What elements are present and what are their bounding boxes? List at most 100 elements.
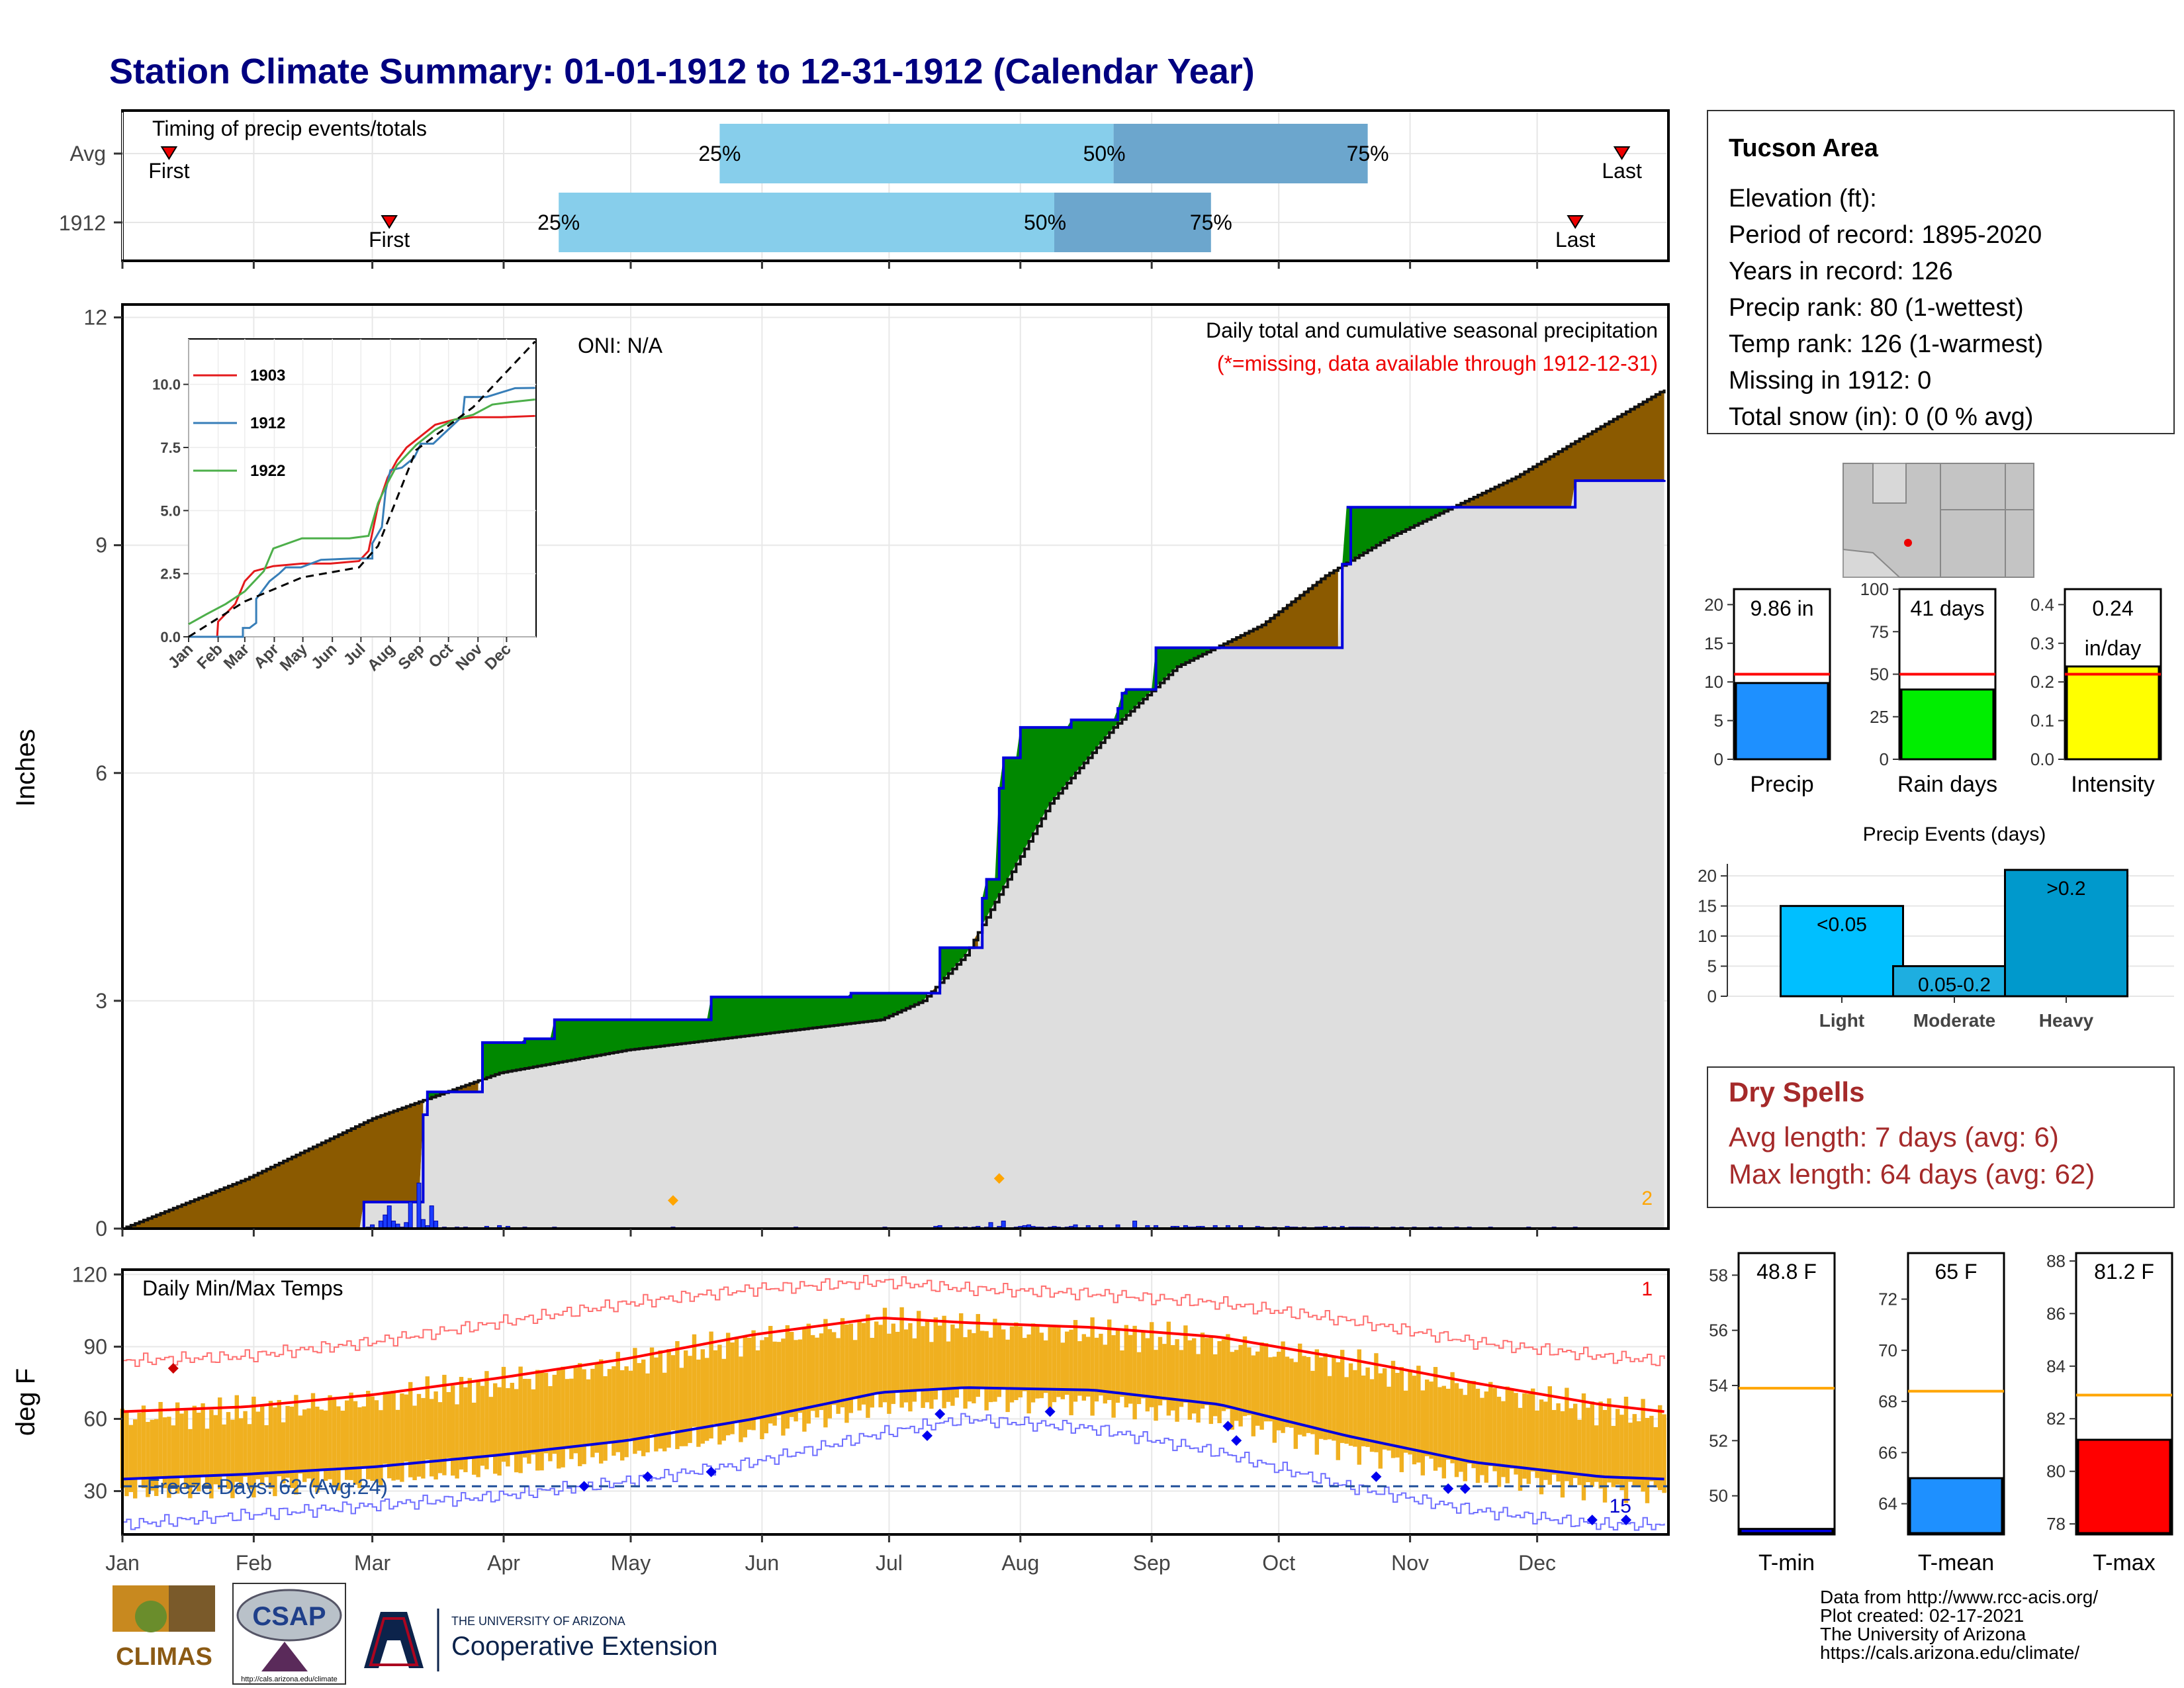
daily-temp-bar (1433, 1367, 1438, 1471)
daily-temp-bar (1023, 1338, 1027, 1391)
mini-bar-value-label: 41 days (1910, 596, 1984, 620)
daily-temp-bar (1217, 1340, 1222, 1423)
daily-temp-bar (1505, 1386, 1510, 1483)
daily-temp-bar (557, 1368, 561, 1469)
daily-temp-bar (1658, 1405, 1662, 1491)
daily-temp-bar (1619, 1415, 1624, 1491)
daily-temp-bar (260, 1406, 265, 1485)
daily-temp-bar (255, 1411, 260, 1479)
daily-temp-bar (1081, 1334, 1086, 1401)
record-min-marker (1231, 1435, 1242, 1446)
daily-temp-bar (264, 1425, 269, 1477)
daily-temp-bar (421, 1397, 426, 1479)
daily-temp-bar (1255, 1351, 1260, 1426)
daily-temp-bar (696, 1359, 701, 1447)
daily-temp-bar (730, 1342, 735, 1434)
daily-temp-bar (1145, 1338, 1150, 1412)
precip-cumulative-line (122, 479, 1666, 1230)
dry-spells-avg: Avg length: 7 days (avg: 6) (1729, 1121, 2059, 1152)
daily-temp-bar (1653, 1427, 1658, 1488)
mini-bar-label: Precip (1750, 772, 1813, 797)
daily-temp-bar (1416, 1366, 1421, 1463)
mini-bar-tick-label: 100 (1860, 579, 1889, 599)
record-min-marker (1222, 1421, 1234, 1432)
daily-temp-bar (785, 1325, 790, 1429)
daily-temp-bar (387, 1393, 392, 1479)
daily-temp-bar (1408, 1370, 1412, 1455)
oni-label: ONI: N/A (578, 334, 663, 357)
daily-temp-bar (1327, 1376, 1332, 1440)
csap-logo-text: CSAP (252, 1602, 326, 1631)
daily-temp-bar (1353, 1370, 1357, 1447)
daily-temp-bar (666, 1349, 671, 1448)
daily-temp-bar (811, 1335, 815, 1411)
daily-temp-bar (226, 1412, 231, 1489)
month-tick-label: Oct (1262, 1551, 1295, 1575)
ua-logo: THE UNIVERSITY OF ARIZONA Cooperative Ex… (364, 1609, 717, 1671)
daily-temp-bar (298, 1415, 302, 1474)
daily-temp-bar (484, 1371, 489, 1470)
daily-temp-bar (1459, 1388, 1463, 1472)
daily-temp-bar (1128, 1335, 1133, 1404)
timing-label-50: 50% (1024, 211, 1066, 234)
daily-temp-bar (688, 1356, 692, 1443)
daily-temp-bar (150, 1419, 154, 1491)
daily-temp-bar (379, 1410, 383, 1485)
temp-bar-tick-label: 82 (2046, 1409, 2066, 1429)
timing-label-25: 25% (537, 211, 580, 234)
mini-bar-value (1735, 682, 1829, 761)
daily-temp-bar (310, 1393, 316, 1487)
daily-temp-bar (815, 1337, 819, 1418)
daily-temp-bar (1412, 1376, 1417, 1465)
month-tick-label: Dec (1518, 1551, 1556, 1575)
daily-temp-bar (1420, 1390, 1425, 1476)
daily-temp-bar (772, 1341, 777, 1426)
daily-temp-bar (1285, 1356, 1290, 1427)
daily-temp-bar (1263, 1343, 1269, 1422)
daily-temp-bar (717, 1344, 722, 1445)
events-y-tick-label: 10 (1698, 926, 1717, 946)
info-line-snow: Total snow (in): 0 (0 % avg) (1729, 403, 2033, 431)
daily-temp-bar (1539, 1399, 1544, 1495)
record-min-marker (1371, 1471, 1382, 1482)
daily-temp-bar (1395, 1372, 1400, 1458)
month-tick-label: Sep (1133, 1551, 1171, 1575)
daily-temp-bar (1226, 1334, 1230, 1409)
daily-temp-bar (1522, 1393, 1527, 1479)
events-bar-label: <0.05 (1817, 914, 1867, 936)
daily-temp-bar (1565, 1387, 1569, 1481)
daily-temp-bar (1510, 1389, 1514, 1469)
daily-temp-bar (988, 1337, 993, 1403)
daily-temp-bar (853, 1340, 858, 1399)
daily-temp-bar (645, 1373, 650, 1453)
footer-credits: Data from http://www.rcc-acis.org/ Plot … (1820, 1587, 2098, 1663)
daily-temp-bar (1208, 1335, 1213, 1425)
mini-bar-tick-label: 0 (1714, 749, 1723, 769)
daily-temp-bar (946, 1341, 951, 1402)
ua-a-icon (364, 1612, 424, 1668)
daily-temp-bar (1662, 1414, 1666, 1493)
temp-corner-bottom: 15 (1610, 1495, 1631, 1517)
daily-temp-bar (743, 1336, 747, 1438)
daily-temp-bar (1357, 1349, 1361, 1465)
daily-temp-bar (734, 1337, 739, 1421)
daily-temp-bar (1048, 1327, 1052, 1415)
mini-bar-value (1900, 688, 1995, 761)
daily-temp-bar (582, 1369, 586, 1464)
mini-bar-tick-label: 0.1 (2030, 711, 2054, 731)
daily-temp-bar (1293, 1362, 1298, 1449)
temp-bar-tick-label: 88 (2046, 1251, 2066, 1271)
month-tick-label: Apr (487, 1551, 520, 1575)
timing-bar-50-75 (1054, 193, 1211, 252)
inset-y-tick-label: 5.0 (160, 502, 181, 519)
daily-temp-bar (726, 1333, 731, 1436)
inset-y-tick-label: 2.5 (160, 566, 181, 583)
daily-temp-bar (1077, 1341, 1082, 1396)
timing-label-last: Last (1555, 228, 1596, 252)
precip-corner-count: 2 (1641, 1188, 1653, 1209)
daily-temp-bar (641, 1359, 646, 1456)
daily-temp-bar (882, 1307, 887, 1403)
temp-bar-label: T-min (1758, 1550, 1815, 1575)
daily-temp-bar (391, 1391, 396, 1481)
daily-temp-bar (1234, 1350, 1239, 1421)
